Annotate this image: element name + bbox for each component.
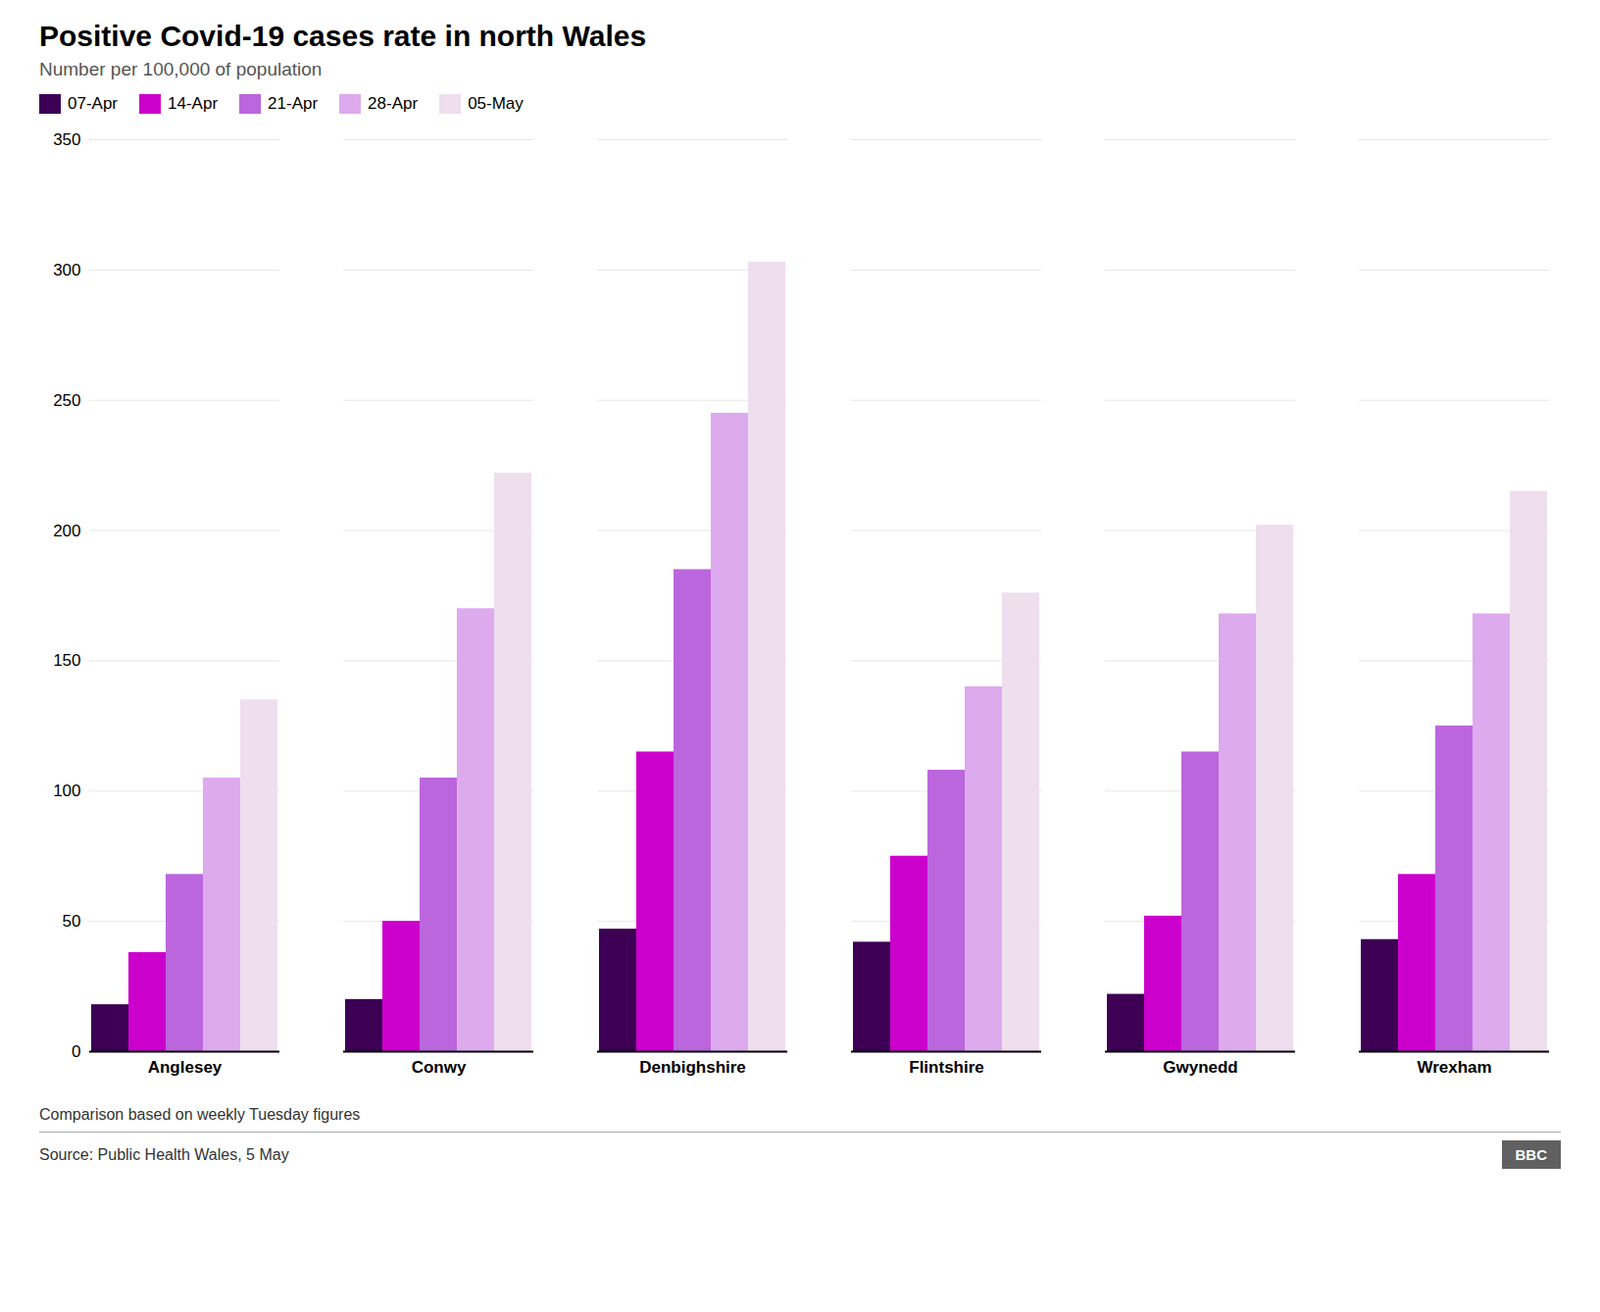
svg-text:Wrexham: Wrexham (1416, 1057, 1492, 1077)
svg-text:50: 50 (62, 911, 82, 931)
svg-text:100: 100 (52, 781, 81, 800)
html-text:Comparison based on weekly Tue: Comparison based on weekly Tuesday figur… (39, 1105, 361, 1123)
html-text:BBC: BBC (1515, 1146, 1548, 1163)
svg-text:Anglesey: Anglesey (148, 1057, 223, 1077)
svg-text:0: 0 (71, 1042, 81, 1061)
html-text:21-Apr: 21-Apr (267, 94, 318, 113)
html-text:07-Apr: 07-Apr (67, 94, 118, 113)
html-text:28-Apr: 28-Apr (367, 94, 418, 113)
svg-text:350: 350 (52, 130, 81, 150)
svg-text:300: 300 (52, 260, 81, 280)
svg-text:250: 250 (52, 391, 81, 410)
html-text:05-May: 05-May (467, 94, 524, 113)
html-text:14-Apr: 14-Apr (167, 94, 218, 113)
svg-text:Gwynedd: Gwynedd (1162, 1057, 1239, 1077)
svg-text:150: 150 (52, 650, 81, 670)
svg-text:Flintshire: Flintshire (908, 1057, 985, 1077)
svg-text:Conwy: Conwy (411, 1057, 467, 1077)
html-text:Positive Covid-19 cases rate i: Positive Covid-19 cases rate in north Wa… (39, 19, 647, 52)
svg-text:Denbighshire: Denbighshire (639, 1057, 747, 1077)
html-text:Source: Public Health Wales, 5: Source: Public Health Wales, 5 May (39, 1145, 289, 1163)
html-text:Number per 100,000 of populati: Number per 100,000 of population (39, 58, 322, 80)
svg-text:200: 200 (52, 521, 81, 541)
